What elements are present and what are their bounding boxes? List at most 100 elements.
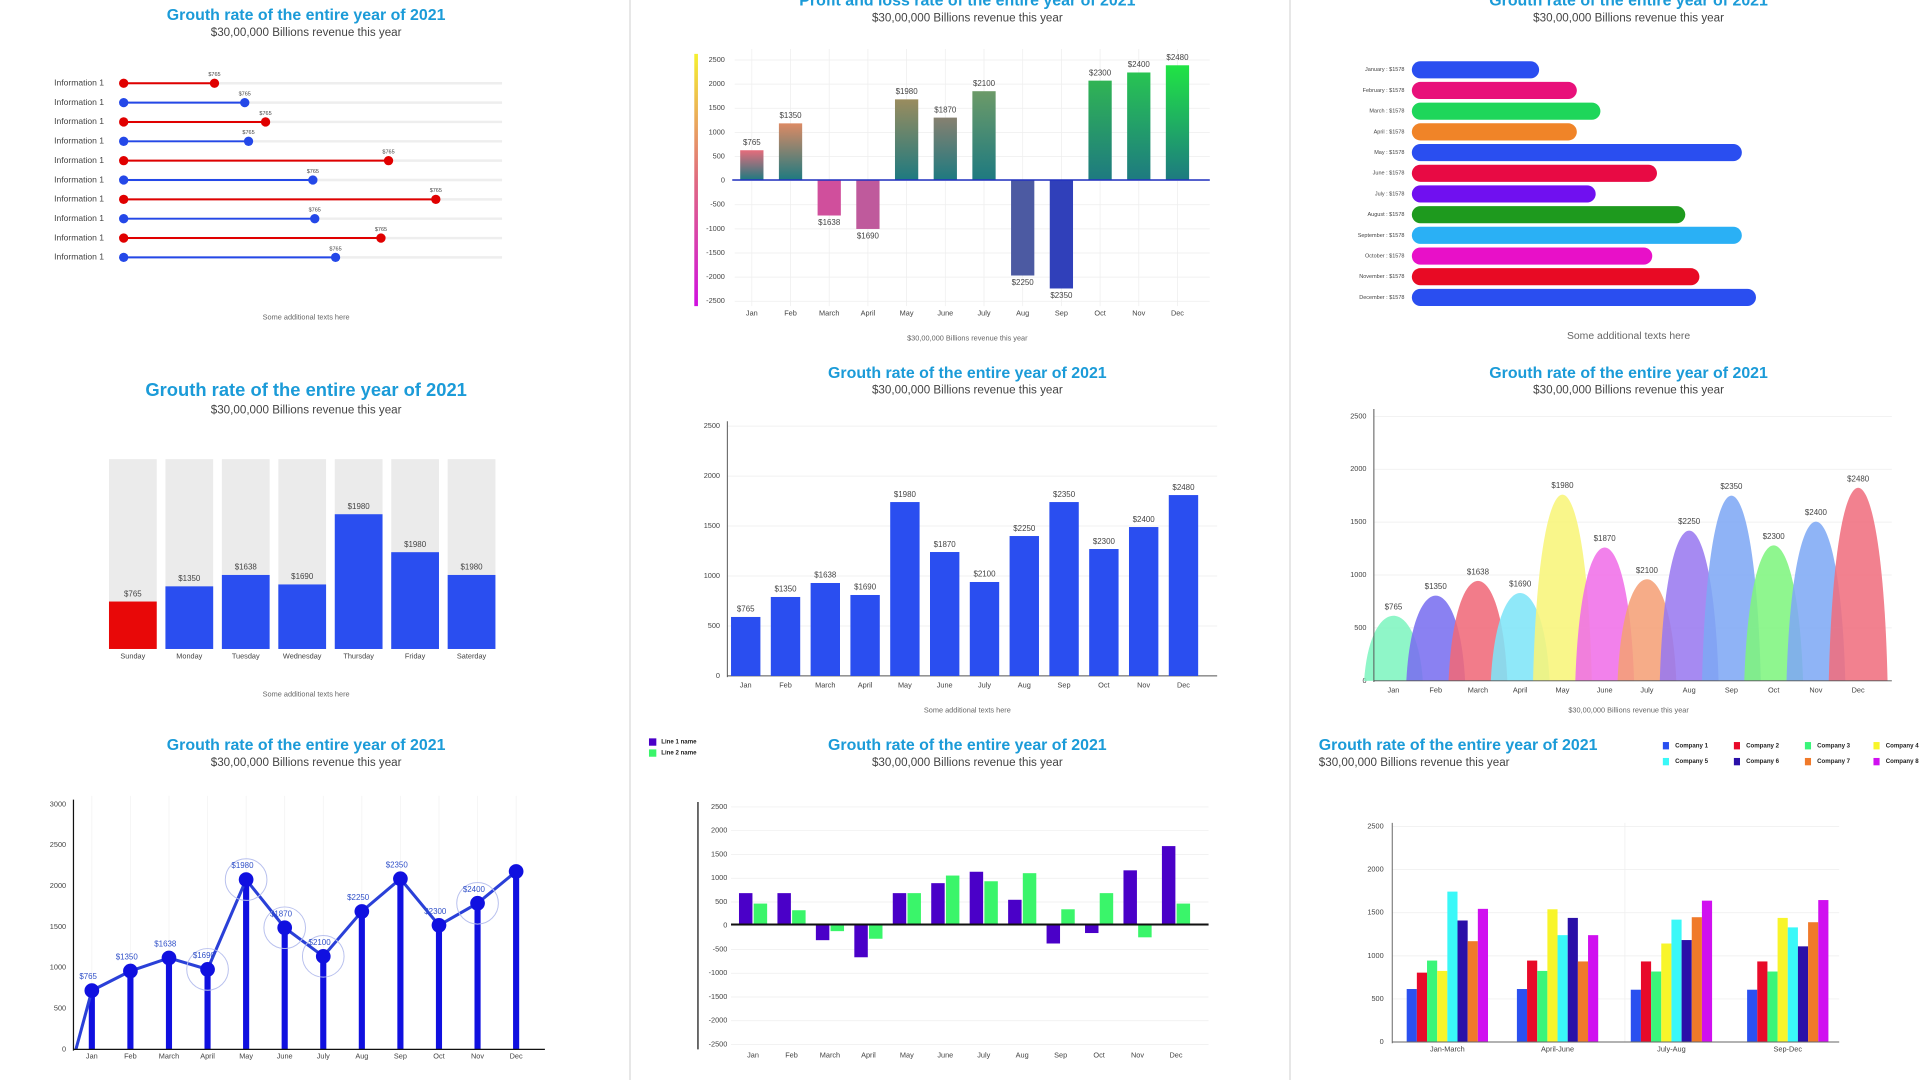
data-label: $1638 xyxy=(814,571,837,580)
chart-subtitle: $30,00,000 Billions revenue this year xyxy=(871,383,1063,398)
highlight-ring xyxy=(456,881,499,925)
hump xyxy=(1828,487,1888,681)
x-tick-label: June xyxy=(937,681,953,690)
chart-subtitle: $30,00,000 Billions revenue this year xyxy=(1318,756,1510,770)
data-label: $2400 xyxy=(1805,508,1828,517)
column-divider xyxy=(629,0,631,1080)
bar xyxy=(972,91,996,181)
y-tick-label: 1000 xyxy=(1367,951,1383,960)
chart-title: Grouth rate of the entire year of 2021 xyxy=(1489,363,1768,382)
bar xyxy=(1416,972,1428,1043)
bar xyxy=(1537,970,1548,1043)
data-label: $1980 xyxy=(461,563,484,572)
bar-label: May : $1578 xyxy=(1374,150,1404,156)
bar xyxy=(817,180,841,216)
data-label: $765 xyxy=(375,227,387,233)
y-tick-label: 1500 xyxy=(1367,908,1383,917)
bar xyxy=(1818,900,1829,1043)
bar xyxy=(1022,873,1037,925)
bar xyxy=(907,893,921,925)
data-label: $2350 xyxy=(1050,291,1073,300)
y-tick-label: -1000 xyxy=(709,968,728,977)
bar xyxy=(1061,909,1075,925)
row-label: Information 1 xyxy=(54,194,104,204)
data-label: $1690 xyxy=(854,583,877,592)
y-tick-label: 500 xyxy=(715,897,727,906)
legend-swatch xyxy=(1662,742,1669,750)
bar xyxy=(1411,164,1657,182)
y-tick-label: 2000 xyxy=(1350,464,1366,473)
data-point xyxy=(84,983,100,998)
data-label: $765 xyxy=(743,138,761,147)
bar xyxy=(1701,900,1713,1043)
x-tick-label: Aug xyxy=(1018,681,1031,690)
hump xyxy=(1702,495,1761,681)
data-point xyxy=(508,864,524,879)
x-tick-label: May xyxy=(900,308,914,317)
highlight-ring xyxy=(224,858,268,901)
x-tick-label: July-Aug xyxy=(1657,1044,1686,1053)
legend-label: Line 2 name xyxy=(661,750,697,757)
bar xyxy=(731,616,761,676)
x-tick-label: Jan xyxy=(1388,686,1400,695)
bar xyxy=(1411,185,1596,203)
bar xyxy=(108,601,157,649)
x-tick-label: Sep xyxy=(1058,681,1071,690)
data-point xyxy=(393,871,408,887)
y-tick-label: 2500 xyxy=(50,840,66,849)
data-label: $1638 xyxy=(1467,567,1490,576)
data-label: $765 xyxy=(309,208,321,214)
bar-label: October : $1578 xyxy=(1365,253,1404,259)
lollipop-start-dot xyxy=(119,214,129,224)
data-label: $1350 xyxy=(774,585,797,594)
bar xyxy=(1046,924,1061,944)
data-label: $2250 xyxy=(1012,278,1035,287)
bar xyxy=(815,924,830,941)
x-tick-label: Feb xyxy=(784,308,797,317)
y-tick-label: 500 xyxy=(1354,623,1366,632)
data-label: $1690 xyxy=(291,572,314,581)
bar xyxy=(1176,903,1191,925)
x-tick-label: Oct xyxy=(1098,681,1109,690)
bar-label: February : $1578 xyxy=(1363,88,1405,94)
y-tick-label: -1500 xyxy=(706,248,725,257)
chart-subtitle: $30,00,000 Billions revenue this year xyxy=(210,756,402,770)
x-tick-label: Aug xyxy=(1016,1050,1029,1059)
data-label: $2350 xyxy=(1720,482,1743,491)
bar xyxy=(1467,941,1478,1043)
data-label: $2300 xyxy=(1089,68,1112,77)
bar xyxy=(1588,935,1599,1043)
x-tick-label: Sunday xyxy=(120,651,145,660)
bar xyxy=(894,99,919,181)
bar xyxy=(1691,917,1702,1043)
legend-swatch xyxy=(1733,757,1741,766)
data-label: $765 xyxy=(208,72,220,78)
lollipop-end-dot xyxy=(376,233,386,243)
x-tick-label: April xyxy=(858,681,873,690)
bar xyxy=(854,924,868,958)
row-label: Information 1 xyxy=(54,232,104,242)
lollipop-end-dot xyxy=(243,136,254,146)
bar xyxy=(1437,970,1448,1043)
x-tick-label: June xyxy=(1597,686,1613,695)
y-tick-label: 2000 xyxy=(1367,865,1383,874)
x-tick-label: Feb xyxy=(779,681,792,690)
bar xyxy=(1747,989,1758,1043)
lollipop-end-dot xyxy=(310,214,320,224)
bar xyxy=(1049,502,1079,676)
x-tick-label: May xyxy=(900,1050,914,1059)
data-label: $765 xyxy=(259,111,271,117)
y-tick-label: -1500 xyxy=(709,992,728,1001)
x-tick-label: Thursday xyxy=(343,651,374,660)
bar xyxy=(1777,917,1788,1043)
lollipop-end-dot xyxy=(383,156,394,166)
hump xyxy=(1533,494,1592,681)
column-divider xyxy=(1289,0,1291,1080)
bar xyxy=(1427,960,1438,1043)
x-tick-label: Jan-March xyxy=(1430,1044,1465,1053)
lollipop-start-dot xyxy=(119,117,129,127)
x-tick-label: Monday xyxy=(176,651,202,660)
x-tick-label: March xyxy=(815,681,835,690)
y-tick-label: 2500 xyxy=(704,421,720,430)
bar xyxy=(1527,960,1538,1043)
